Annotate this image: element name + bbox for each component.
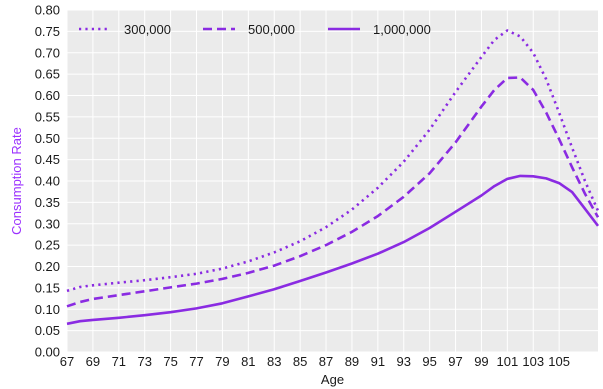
y-tick-label: 0.05 bbox=[35, 323, 60, 338]
x-tick-label: 75 bbox=[163, 354, 177, 369]
x-tick-label: 99 bbox=[474, 354, 488, 369]
y-axis-label: Consumption Rate bbox=[9, 127, 24, 235]
x-tick-label: 87 bbox=[319, 354, 333, 369]
y-tick-label: 0.65 bbox=[35, 67, 60, 82]
y-tick-label: 0.25 bbox=[35, 238, 60, 253]
y-tick-label: 0.75 bbox=[35, 24, 60, 39]
y-tick-label: 0.10 bbox=[35, 302, 60, 317]
x-tick-label: 101 bbox=[496, 354, 518, 369]
x-tick-label: 95 bbox=[422, 354, 436, 369]
y-tick-label: 0.15 bbox=[35, 280, 60, 295]
y-tick-label: 0.00 bbox=[35, 345, 60, 360]
y-tick-label: 0.70 bbox=[35, 45, 60, 60]
y-tick-label: 0.40 bbox=[35, 174, 60, 189]
y-tick-label: 0.35 bbox=[35, 195, 60, 210]
x-tick-label: 97 bbox=[448, 354, 462, 369]
x-tick-label: 79 bbox=[215, 354, 229, 369]
x-tick-label: 89 bbox=[345, 354, 359, 369]
x-tick-labels: 67 69 71 73 75 77 79 81 83 85 87 89 91 93 95 97 99 101 103… bbox=[60, 354, 570, 369]
series-lines bbox=[66, 29, 600, 326]
x-tick-label: 71 bbox=[112, 354, 126, 369]
x-tick-label: 91 bbox=[371, 354, 385, 369]
y-tick-label: 0.60 bbox=[35, 88, 60, 103]
x-tick-label: 81 bbox=[241, 354, 255, 369]
legend-label: 300,000 bbox=[124, 22, 171, 37]
legend: 300,000 500,000 1,000,000 bbox=[79, 22, 431, 37]
series-line-0 bbox=[66, 29, 600, 293]
legend-label: 500,000 bbox=[248, 22, 295, 37]
x-tick-label: 73 bbox=[137, 354, 151, 369]
gridlines bbox=[66, 9, 598, 353]
y-tick-label: 0.20 bbox=[35, 259, 60, 274]
y-tick-label: 0.45 bbox=[35, 152, 60, 167]
y-tick-label: 0.30 bbox=[35, 216, 60, 231]
x-tick-label: 103 bbox=[522, 354, 544, 369]
x-tick-label: 83 bbox=[267, 354, 281, 369]
x-tick-label: 77 bbox=[189, 354, 203, 369]
series-line-1 bbox=[66, 76, 600, 308]
x-tick-label: 67 bbox=[60, 354, 74, 369]
x-tick-label: 69 bbox=[86, 354, 100, 369]
x-axis-label: Age bbox=[321, 372, 344, 387]
x-tick-label: 93 bbox=[396, 354, 410, 369]
y-tick-labels: 0.00 0.05 0.10 0.15 0.20 0.25 0.30 0.35 0.40 0.45… bbox=[35, 3, 60, 360]
x-tick-label: 85 bbox=[293, 354, 307, 369]
y-tick-label: 0.80 bbox=[35, 3, 60, 18]
y-tick-label: 0.55 bbox=[35, 109, 60, 124]
x-tick-label: 105 bbox=[548, 354, 570, 369]
y-tick-label: 0.50 bbox=[35, 131, 60, 146]
series-line-2 bbox=[66, 174, 600, 326]
legend-label: 1,000,000 bbox=[373, 22, 431, 37]
